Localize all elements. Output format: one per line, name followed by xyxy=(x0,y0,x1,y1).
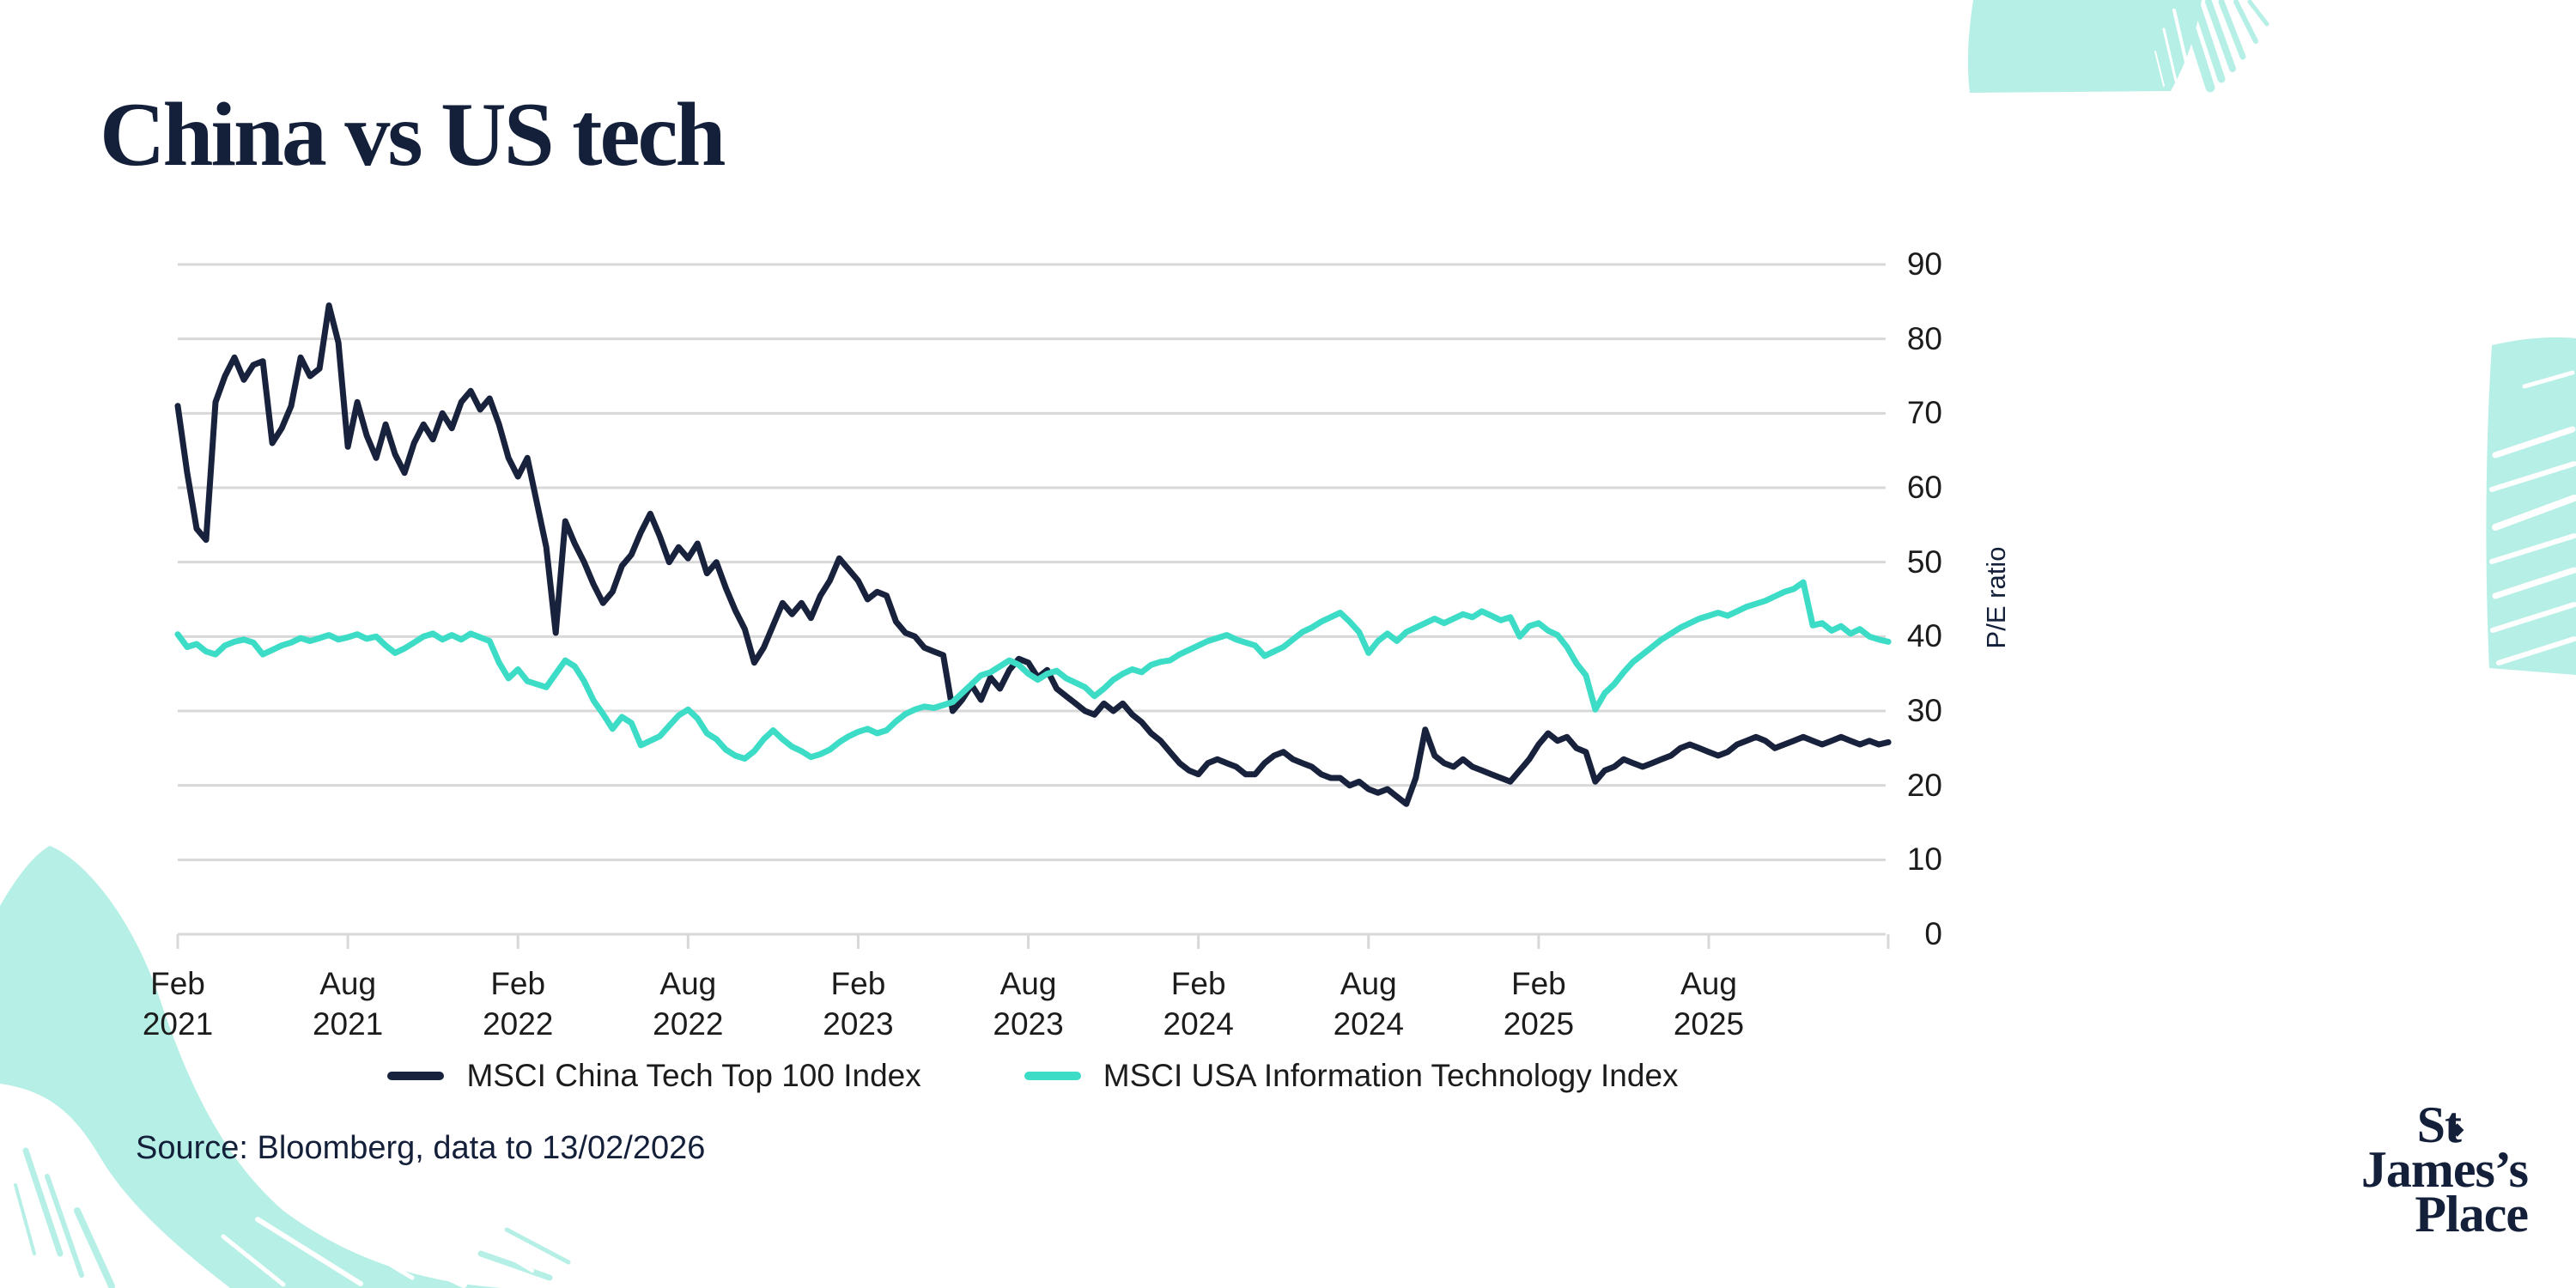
y-axis-title: P/E ratio xyxy=(1981,546,2011,649)
x-axis-ticks xyxy=(176,934,1890,949)
y-tick-label: 60 xyxy=(1906,470,1942,505)
series-line xyxy=(174,579,1892,762)
legend-label: MSCI China Tech Top 100 Index xyxy=(466,1058,921,1093)
page-title: China vs US tech xyxy=(100,84,726,185)
logo-line-st: St ◆ xyxy=(2416,1097,2464,1153)
x-tick-label: Feb 2024 xyxy=(1163,966,1234,1042)
chart-series-lines xyxy=(174,302,1892,807)
y-tick-label: 90 xyxy=(1906,246,1942,282)
x-tick-label: Feb 2022 xyxy=(483,966,554,1042)
x-tick-label: Aug 2021 xyxy=(312,966,384,1042)
logo-line-place: Place xyxy=(2415,1186,2529,1242)
st-jamess-place-logo: St ◆ James’s Place xyxy=(2360,1097,2529,1242)
y-tick-label: 30 xyxy=(1906,693,1942,728)
x-tick-label: Aug 2024 xyxy=(1333,966,1404,1042)
y-tick-label: 20 xyxy=(1906,767,1942,803)
y-tick-label: 80 xyxy=(1906,320,1942,356)
x-tick-label: Feb 2021 xyxy=(142,966,214,1042)
legend-swatch-icon xyxy=(1024,1072,1081,1080)
legend-swatch-icon xyxy=(387,1072,445,1080)
logo-diamond-icon: ◆ xyxy=(2451,1121,2464,1139)
chart-legend: MSCI China Tech Top 100 Index MSCI USA In… xyxy=(178,1058,1888,1094)
x-tick-label: Feb 2025 xyxy=(1503,966,1575,1042)
x-tick-label: Feb 2023 xyxy=(823,966,894,1042)
y-tick-label: 40 xyxy=(1906,618,1942,654)
legend-label: MSCI USA Information Technology Index xyxy=(1103,1058,1679,1093)
legend-item: MSCI USA Information Technology Index xyxy=(1024,1058,1679,1094)
y-tick-label: 0 xyxy=(1924,916,1942,951)
gridlines xyxy=(178,263,1886,936)
series-line xyxy=(174,302,1892,807)
y-tick-label: 50 xyxy=(1906,544,1942,580)
x-tick-label: Aug 2022 xyxy=(653,966,724,1042)
source-note: Source: Bloomberg, data to 13/02/2026 xyxy=(136,1130,706,1166)
x-tick-label: Aug 2025 xyxy=(1673,966,1745,1042)
y-tick-label: 10 xyxy=(1906,841,1942,878)
y-tick-label: 70 xyxy=(1906,395,1942,431)
logo-line-jamess: James’s xyxy=(2360,1141,2529,1198)
x-tick-label: Aug 2023 xyxy=(993,966,1064,1042)
legend-item: MSCI China Tech Top 100 Index xyxy=(387,1058,921,1094)
